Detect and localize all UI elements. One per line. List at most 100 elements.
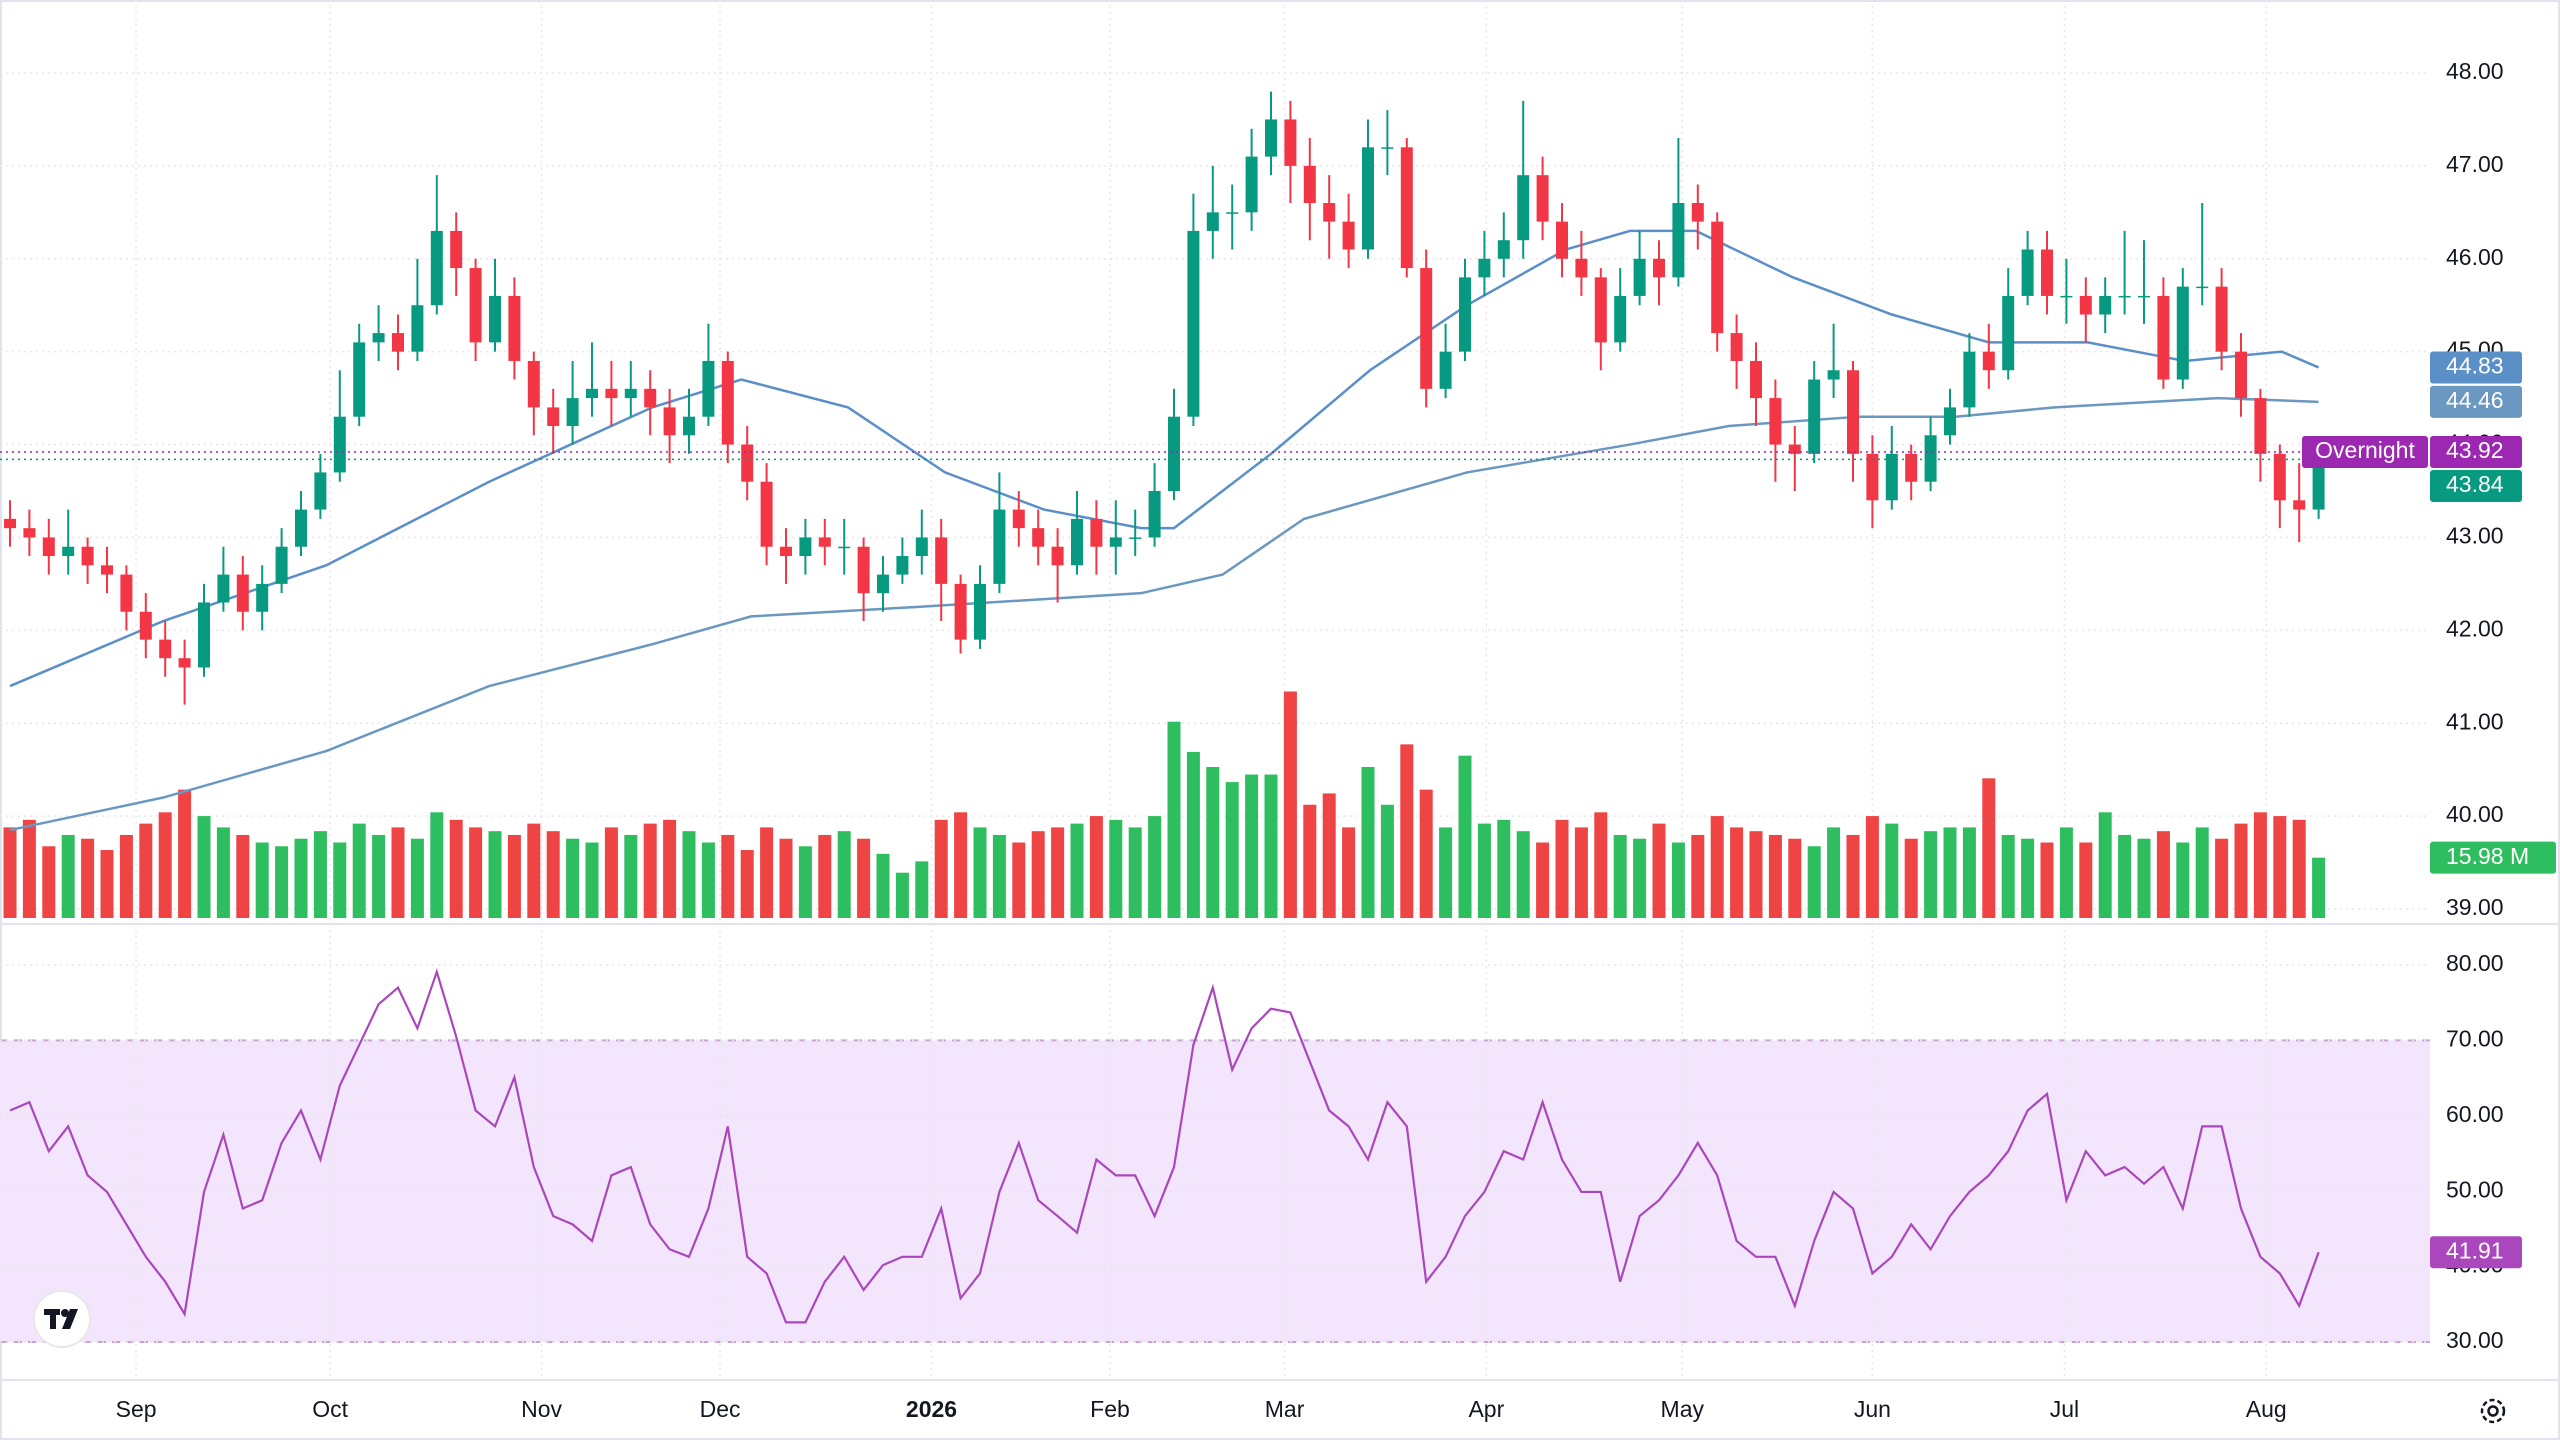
candle-body xyxy=(663,407,676,436)
volume-bar xyxy=(954,812,968,918)
volume-bar xyxy=(624,834,638,918)
volume-bar xyxy=(313,831,327,918)
candle-body xyxy=(450,230,463,269)
volume-bar xyxy=(798,846,812,918)
volume-bar xyxy=(1962,827,1976,918)
price-label: 43.92 xyxy=(2446,437,2504,463)
volume-bar xyxy=(760,827,774,918)
candle-body xyxy=(683,416,695,436)
gear-center[interactable] xyxy=(2487,1405,2499,1417)
moving-average-line xyxy=(9,396,2319,832)
volume-bar xyxy=(1303,804,1317,918)
candle-body xyxy=(2215,286,2228,352)
volume-bar xyxy=(1070,823,1084,918)
volume-bar xyxy=(2215,838,2229,918)
candle-body xyxy=(2021,249,2034,296)
volume-bar xyxy=(1186,751,1200,918)
candle-body xyxy=(1905,453,1918,482)
candle-body xyxy=(1439,351,1452,389)
candle-body xyxy=(896,556,909,575)
gear-outline[interactable] xyxy=(2480,1398,2506,1424)
x-tick-label: May xyxy=(1661,1396,1705,1422)
candle-body xyxy=(2273,453,2286,501)
price-label-box xyxy=(2430,435,2522,468)
volume-bar xyxy=(2079,842,2093,918)
candle-body xyxy=(1633,258,1646,296)
volume-bar xyxy=(507,834,521,918)
candle-body xyxy=(1381,147,1394,149)
candle-body xyxy=(1012,509,1025,529)
x-tick-label: Oct xyxy=(312,1396,348,1422)
candle-body xyxy=(159,639,172,659)
volume-bar xyxy=(1613,834,1627,918)
candle-body xyxy=(1168,416,1180,491)
candle-body xyxy=(1788,444,1801,454)
candle-body xyxy=(1032,528,1045,547)
volume-bar xyxy=(1904,838,1918,918)
candle-body xyxy=(275,546,288,584)
candle-body xyxy=(353,342,366,417)
volume-bar xyxy=(1458,755,1472,918)
candle-body xyxy=(877,574,889,594)
volume-bar xyxy=(1361,767,1375,918)
volume-bar xyxy=(604,827,618,918)
volume-bar xyxy=(1846,834,1860,918)
volume-bar xyxy=(1807,846,1821,918)
volume-bar xyxy=(255,842,269,918)
volume-bar xyxy=(1691,834,1705,918)
candle-body xyxy=(1594,277,1607,343)
volume-bar xyxy=(1283,691,1297,918)
candle-body xyxy=(1090,518,1103,547)
candle-body xyxy=(547,407,560,426)
price-label: 44.46 xyxy=(2446,387,2504,413)
candle-body xyxy=(1206,212,1219,231)
x-tick-label: Aug xyxy=(2246,1396,2287,1422)
volume-bar xyxy=(236,834,250,918)
x-tick-label: Apr xyxy=(1468,1396,1504,1422)
candle-body xyxy=(1808,379,1821,454)
candle-body xyxy=(1730,333,1743,361)
overnight-tag-box xyxy=(2302,435,2428,468)
candle-body xyxy=(799,537,812,557)
candle-body xyxy=(1691,203,1704,222)
candle-body xyxy=(198,602,210,668)
volume-bar xyxy=(2001,834,2015,918)
volume-bar xyxy=(42,846,56,918)
x-tick-label: Sep xyxy=(116,1396,157,1422)
settings-icon[interactable] xyxy=(2480,1398,2506,1424)
logo-badge[interactable] xyxy=(33,1290,91,1348)
candle-body xyxy=(1847,370,1859,454)
volume-bar xyxy=(663,819,677,918)
volume-bar xyxy=(1536,842,1550,918)
candle-body xyxy=(236,574,249,612)
candle-body xyxy=(2138,295,2150,298)
candle-body xyxy=(2176,286,2189,380)
candle-body xyxy=(81,546,94,566)
volume-bar xyxy=(275,846,289,918)
candle-body xyxy=(1478,258,1491,278)
volume-bar xyxy=(934,819,948,918)
volume-bar xyxy=(701,842,715,918)
candle-body xyxy=(139,611,152,640)
candle-body xyxy=(915,537,928,557)
candle-body xyxy=(1051,546,1064,566)
candle-body xyxy=(1187,230,1200,417)
candle-body xyxy=(954,583,967,640)
volume-bar xyxy=(1380,804,1394,918)
y-tick-label: 47.00 xyxy=(2446,151,2504,177)
logo[interactable] xyxy=(33,1290,91,1348)
candle-body xyxy=(295,509,307,547)
candle-body xyxy=(1614,295,1627,343)
volume-bar xyxy=(527,823,541,918)
volume-bar xyxy=(1497,819,1511,918)
volume-bar xyxy=(837,831,851,918)
volume-bar xyxy=(2312,857,2326,918)
candle-body xyxy=(62,546,75,557)
candle-body xyxy=(1885,453,1898,501)
candle-body xyxy=(1517,175,1530,241)
candle-body xyxy=(2099,295,2112,315)
rsi-tick-label: 70.00 xyxy=(2446,1025,2504,1051)
volume-bar xyxy=(1788,838,1802,918)
candle-body xyxy=(1303,165,1316,204)
candle-body xyxy=(1944,407,1956,436)
